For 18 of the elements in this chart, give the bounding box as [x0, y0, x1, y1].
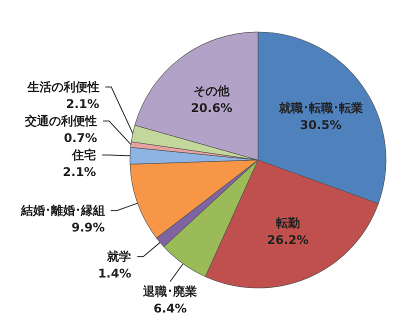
slice-label: その他 [194, 84, 231, 98]
slice-label: 生活の利便性 [26, 80, 100, 94]
data-label: 26.2% [267, 232, 309, 247]
slice-label: 就職･転職･転業 [278, 100, 363, 115]
slice-label: 結婚･離婚･縁組 [20, 204, 105, 218]
slice-label: 就学 [106, 250, 132, 264]
slice-label: 退職･廃業 [142, 284, 198, 299]
slice-label: 住宅 [71, 148, 96, 162]
data-label: 2.1% [66, 97, 100, 112]
data-label: 0.7% [64, 131, 98, 146]
slice-label: 交通の利便性 [24, 114, 98, 128]
data-label: 6.4% [153, 302, 187, 316]
data-label: 20.6% [190, 100, 232, 115]
data-label: 30.5% [300, 118, 342, 132]
data-label: 1.4% [98, 266, 132, 281]
data-label: 2.1% [62, 165, 96, 180]
slice-label: 転勤 [276, 216, 300, 230]
data-label: 9.9% [72, 220, 105, 235]
